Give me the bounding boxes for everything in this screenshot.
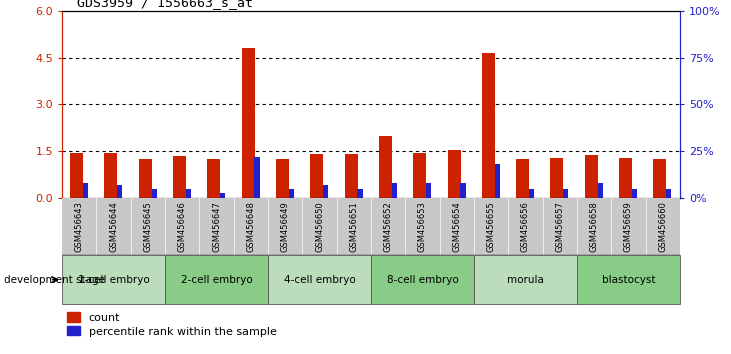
Text: GSM456649: GSM456649	[281, 201, 289, 252]
Bar	[550, 158, 564, 198]
Text: GSM456655: GSM456655	[487, 201, 496, 252]
Bar	[242, 48, 254, 198]
Text: GSM456654: GSM456654	[452, 201, 461, 252]
Text: GSM456651: GSM456651	[349, 201, 358, 252]
Bar	[482, 53, 495, 198]
Text: 4-cell embryo: 4-cell embryo	[284, 275, 355, 285]
Bar	[426, 183, 431, 198]
Text: GSM456656: GSM456656	[521, 201, 530, 252]
Text: GSM456647: GSM456647	[212, 201, 221, 252]
Bar	[413, 153, 426, 198]
Text: GSM456658: GSM456658	[589, 201, 599, 252]
Bar	[371, 255, 474, 304]
Bar	[461, 183, 466, 198]
Bar	[323, 185, 328, 198]
Bar	[151, 189, 156, 198]
Bar	[83, 183, 88, 198]
Bar	[357, 189, 363, 198]
Bar	[392, 183, 397, 198]
Bar	[598, 183, 603, 198]
Bar	[268, 255, 371, 304]
Bar	[70, 153, 83, 198]
Bar	[105, 153, 118, 198]
Text: GSM456648: GSM456648	[246, 201, 255, 252]
Bar	[165, 255, 268, 304]
Bar	[220, 193, 225, 198]
Bar	[564, 189, 569, 198]
Text: GDS3959 / 1556663_s_at: GDS3959 / 1556663_s_at	[77, 0, 253, 9]
Text: GSM456645: GSM456645	[143, 201, 153, 252]
Bar	[344, 154, 357, 198]
Text: blastocyst: blastocyst	[602, 275, 655, 285]
Text: GSM456657: GSM456657	[556, 201, 564, 252]
Bar	[516, 159, 529, 198]
Bar	[289, 189, 294, 198]
Bar	[632, 189, 637, 198]
Text: GSM456646: GSM456646	[178, 201, 186, 252]
Bar	[666, 189, 671, 198]
Text: GSM456660: GSM456660	[658, 201, 667, 252]
Bar	[529, 189, 534, 198]
Text: development stage: development stage	[4, 275, 105, 285]
Text: GSM456643: GSM456643	[75, 201, 84, 252]
Bar	[447, 150, 461, 198]
Text: 1-cell embryo: 1-cell embryo	[77, 275, 149, 285]
Bar	[577, 255, 680, 304]
Text: GSM456644: GSM456644	[109, 201, 118, 252]
Bar	[619, 158, 632, 198]
Bar	[474, 255, 577, 304]
Bar	[495, 165, 500, 198]
Text: GSM456650: GSM456650	[315, 201, 324, 252]
Bar	[139, 159, 152, 198]
Bar	[173, 156, 186, 198]
Text: 8-cell embryo: 8-cell embryo	[387, 275, 458, 285]
Bar	[186, 189, 191, 198]
Bar	[276, 159, 289, 198]
Bar	[254, 157, 260, 198]
Bar	[208, 159, 220, 198]
Bar	[654, 159, 667, 198]
Bar	[585, 155, 598, 198]
Bar	[117, 185, 122, 198]
Text: 2-cell embryo: 2-cell embryo	[181, 275, 252, 285]
Bar	[62, 255, 165, 304]
Text: morula: morula	[507, 275, 544, 285]
Bar	[379, 136, 392, 198]
Legend: count, percentile rank within the sample: count, percentile rank within the sample	[62, 308, 281, 341]
Bar	[310, 154, 323, 198]
Text: GSM456659: GSM456659	[624, 201, 633, 252]
Text: GSM456653: GSM456653	[418, 201, 427, 252]
Text: GSM456652: GSM456652	[384, 201, 393, 252]
